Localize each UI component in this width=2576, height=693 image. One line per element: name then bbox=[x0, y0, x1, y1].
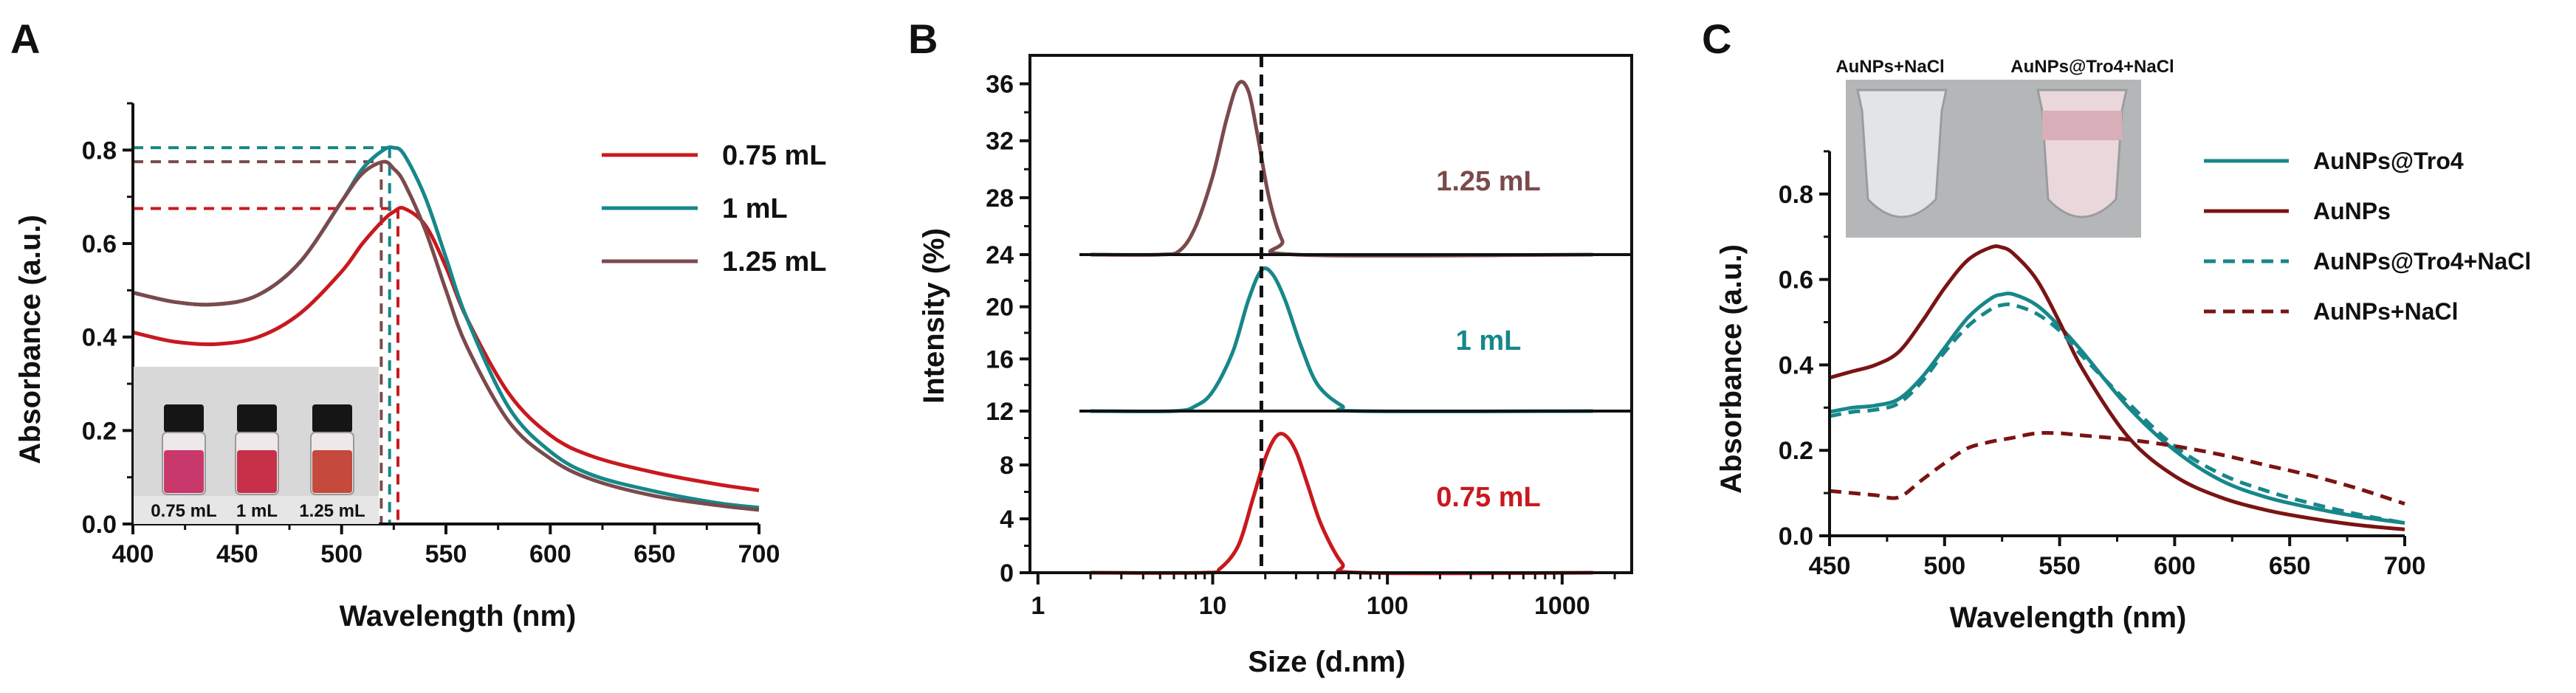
y-tick-label: 28 bbox=[986, 185, 1014, 213]
x-tick-label: 600 bbox=[529, 540, 571, 568]
y-tick-label: 8 bbox=[1000, 452, 1014, 480]
vial-label: 0.75 mL bbox=[151, 501, 216, 521]
y-tick-label: 0.2 bbox=[1779, 437, 1813, 465]
y-tick-label: 4 bbox=[1000, 506, 1014, 534]
panel-label-c: C bbox=[1702, 15, 1731, 62]
subplot-label: 1 mL bbox=[1456, 325, 1522, 356]
y-axis-label: Absorbance (a.u.) bbox=[14, 215, 47, 464]
vial-liquid bbox=[312, 450, 352, 493]
y-tick-label: 0.0 bbox=[1779, 523, 1813, 551]
x-tick-label: 1000 bbox=[1534, 592, 1590, 620]
tube-label: AuNPs+NaCl bbox=[1835, 57, 1944, 77]
y-tick-label: 32 bbox=[986, 128, 1014, 156]
y-tick-label: 36 bbox=[986, 71, 1014, 99]
vial-label: 1.25 mL bbox=[299, 501, 365, 521]
vial-cap bbox=[312, 404, 352, 432]
y-tick-label: 16 bbox=[986, 345, 1014, 373]
x-tick-label: 550 bbox=[2039, 552, 2081, 580]
y-tick-label: 0.2 bbox=[82, 417, 117, 445]
legend-label: AuNPs@Tro4 bbox=[2313, 148, 2464, 174]
series-line bbox=[1829, 244, 2405, 531]
x-tick-label: 550 bbox=[425, 540, 467, 568]
x-tick-label: 700 bbox=[738, 540, 780, 568]
series-line bbox=[1829, 292, 2405, 525]
panel-label-a: A bbox=[10, 15, 40, 62]
vial-label: 1 mL bbox=[236, 501, 278, 521]
series-line bbox=[1829, 302, 2405, 525]
panel-label-b: B bbox=[908, 15, 938, 62]
x-tick-label: 450 bbox=[216, 540, 258, 568]
x-tick-label: 600 bbox=[2154, 552, 2196, 580]
y-tick-label: 0.8 bbox=[1779, 181, 1813, 209]
vial-liquid bbox=[164, 450, 204, 493]
x-tick-label: 500 bbox=[320, 540, 363, 568]
y-tick-label: 0.4 bbox=[1779, 351, 1813, 379]
x-tick-label: 450 bbox=[1809, 552, 1851, 580]
chart-c: 450 500 550 600 650 700 0.0 0.2 0.4 0.6 0.8 AuNPs+… bbox=[1715, 57, 2531, 634]
y-tick-label: 0.8 bbox=[82, 137, 117, 165]
x-axis-label: Wavelength (nm) bbox=[340, 600, 577, 632]
subplot-label: 0.75 mL bbox=[1436, 482, 1541, 513]
vial-cap bbox=[164, 404, 204, 432]
tube-clear bbox=[1856, 89, 1948, 218]
y-tick-label: 24 bbox=[986, 241, 1014, 269]
x-tick-label: 700 bbox=[2384, 552, 2426, 580]
y-tick-label: 0.6 bbox=[1779, 266, 1813, 294]
vial-inset: 0.75 mL 1 mL 1.25 mL bbox=[134, 367, 379, 524]
series-line bbox=[132, 159, 760, 512]
tube-label: AuNPs@Tro4+NaCl bbox=[2010, 57, 2174, 77]
vial-liquid bbox=[237, 450, 277, 493]
x-tick-label: 400 bbox=[112, 540, 154, 568]
chart-b: 24 28 32 36 1.25 mL 12 16 20 1 mL 0 4 8 0.75 mL 1 10 10… bbox=[918, 54, 1633, 678]
y-tick-label: 0 bbox=[1000, 559, 1014, 587]
x-tick-label: 1 bbox=[1031, 592, 1045, 620]
x-tick-label: 10 bbox=[1199, 592, 1227, 620]
vial-cap bbox=[237, 404, 277, 432]
x-axis-label: Size (d.nm) bbox=[1248, 646, 1405, 678]
x-axis-label: Wavelength (nm) bbox=[1950, 601, 2187, 634]
legend-label: 0.75 mL bbox=[722, 140, 827, 171]
tube-inset: AuNPs+NaCl AuNPs@Tro4+NaCl bbox=[1835, 57, 2174, 238]
legend-label: AuNPs@Tro4+NaCl bbox=[2313, 248, 2531, 275]
chart-a: 400 450 500 550 600 650 700 0.0 0.2 0.4 0.6 0.8 0.7… bbox=[14, 102, 827, 632]
subplot-label: 1.25 mL bbox=[1436, 166, 1541, 197]
series-line bbox=[1829, 431, 2405, 506]
x-tick-label: 650 bbox=[633, 540, 676, 568]
y-axis-label: Intensity (%) bbox=[918, 228, 950, 404]
y-tick-label: 0.4 bbox=[82, 324, 117, 352]
x-tick-label: 650 bbox=[2269, 552, 2311, 580]
inset-label-strip bbox=[134, 496, 379, 524]
legend-label: 1.25 mL bbox=[722, 246, 827, 277]
y-tick-label: 0.6 bbox=[82, 230, 117, 258]
tube-liquid-band bbox=[2042, 111, 2122, 140]
y-tick-label: 0.0 bbox=[82, 511, 117, 539]
x-tick-label: 500 bbox=[1923, 552, 1965, 580]
tube-pink bbox=[2036, 89, 2128, 218]
y-tick-label: 20 bbox=[986, 294, 1014, 322]
y-tick-label: 12 bbox=[986, 398, 1014, 426]
plot-frame bbox=[1028, 54, 1633, 574]
legend-label: AuNPs+NaCl bbox=[2313, 298, 2459, 325]
legend-label: AuNPs bbox=[2313, 198, 2391, 224]
legend-label: 1 mL bbox=[722, 193, 788, 224]
x-tick-label: 100 bbox=[1367, 592, 1409, 620]
y-axis-label: Absorbance (a.u.) bbox=[1715, 244, 1748, 494]
series-line bbox=[132, 206, 760, 492]
